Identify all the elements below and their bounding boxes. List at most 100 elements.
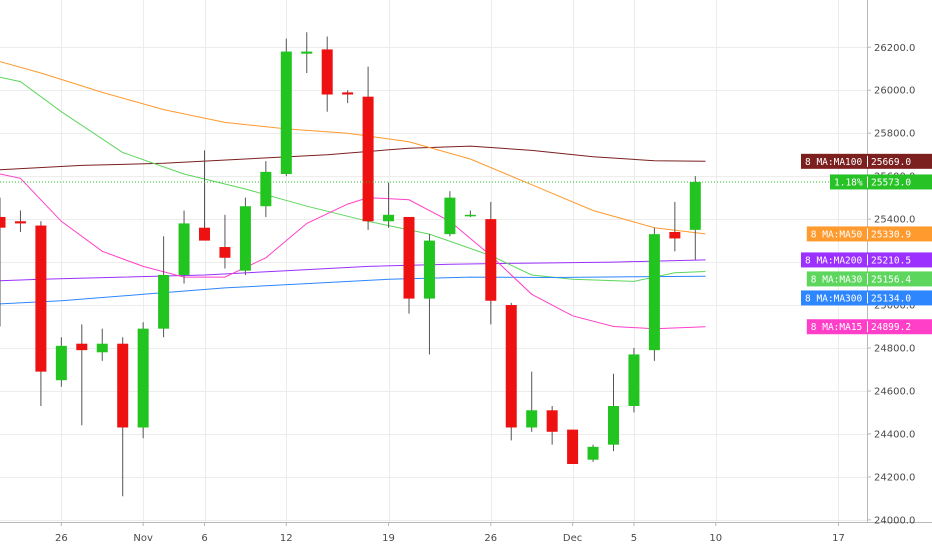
x-tick-label: 19 [382, 533, 395, 544]
candle [362, 66, 374, 230]
candle [505, 302, 517, 441]
tag-value-text: 25210.5 [871, 255, 911, 266]
candle [301, 32, 313, 74]
candle-body [301, 51, 313, 54]
candle [199, 150, 210, 241]
x-tick-label: 6 [201, 533, 207, 544]
y-tick-label: 24000.0 [874, 515, 915, 526]
tag-value-box [867, 319, 932, 335]
ma-value-tag: 8 MA:MA200 25210.5 [801, 252, 932, 268]
x-tick-label: Dec [563, 533, 582, 544]
candle-body [423, 240, 435, 299]
y-tick-label: 24800.0 [874, 344, 915, 355]
y-tick-label: 25400.0 [874, 215, 915, 226]
candle [14, 210, 26, 232]
candle [178, 210, 190, 284]
candle-body [35, 225, 47, 372]
candle [628, 348, 640, 413]
candle [546, 406, 558, 445]
candle [158, 236, 170, 338]
ma-line [0, 173, 706, 330]
candle-body [485, 219, 497, 301]
x-tick-label: 12 [280, 533, 293, 544]
ma-value-tag: 8 MA:MA100 25669.0 [801, 153, 932, 169]
ma-value-tag: 8 MA:MA30 25156.4 [806, 271, 932, 287]
ma-value-tag: 8 MA:MA300 25134.0 [801, 290, 932, 306]
candle [280, 38, 292, 177]
candle-body [567, 429, 579, 464]
candle-body [648, 234, 660, 351]
candle [423, 234, 435, 355]
x-tick-label: Nov [133, 533, 153, 544]
candle-body [219, 247, 231, 258]
tag-label-box [806, 226, 867, 242]
moving-average-lines [0, 61, 706, 330]
candle-body [403, 216, 415, 299]
candle-body [117, 343, 129, 428]
last-price-tag: 1.18% 25573.0 [830, 174, 932, 190]
y-tick-label: 24600.0 [874, 386, 915, 397]
indicator-value-tags: 1.18% 25573.0 8 MA:MA100 25669.0 8 MA:MA50 25… [801, 153, 932, 335]
candle [260, 161, 272, 217]
tag-value-text: 25669.0 [871, 157, 911, 168]
tag-value-box [867, 174, 932, 190]
x-tick-label: 26 [484, 533, 497, 544]
candle [485, 201, 497, 325]
tag-label-box [801, 252, 867, 268]
tag-value-box [867, 252, 932, 268]
tag-label-text: 8 MA:MA100 [805, 157, 862, 168]
y-tick-label: 26000.0 [874, 86, 915, 97]
x-tick-label: 17 [832, 533, 845, 544]
tag-label-text: 8 MA:MA300 [805, 293, 862, 304]
candle [239, 197, 251, 275]
candle-body [55, 345, 67, 381]
candle [587, 444, 599, 462]
candle [526, 371, 538, 432]
candle [0, 197, 6, 327]
time-axis[interactable]: 26 Nov 6 12 19 26 Dec 5 10 17 [55, 522, 845, 544]
candle-body [628, 354, 640, 406]
candle-body [321, 49, 333, 95]
candle [669, 201, 681, 252]
candle [35, 221, 47, 406]
candle-body [526, 410, 538, 428]
candle-body [158, 274, 170, 329]
candle-body [505, 305, 517, 428]
candle-body [689, 181, 701, 230]
candle-body [280, 51, 292, 174]
candle [689, 176, 701, 260]
candlestick-series [0, 32, 701, 497]
ma-line [0, 145, 706, 171]
tag-value-text: 25156.4 [871, 274, 911, 285]
candle [444, 191, 456, 237]
tag-value-box [867, 153, 932, 169]
tag-label-text: 8 MA:MA200 [805, 255, 862, 266]
candle-body [76, 343, 88, 351]
tag-label-text: 8 MA:MA30 [811, 274, 863, 285]
candle-body [444, 197, 456, 235]
candle-body [199, 227, 210, 241]
tag-label-box [806, 271, 867, 287]
x-tick-label: 5 [631, 533, 637, 544]
candle-body [669, 232, 681, 239]
tag-value-box [867, 290, 932, 306]
tag-label-text: 8 MA:MA50 [811, 229, 863, 240]
candle-body [0, 216, 6, 228]
candle [464, 210, 476, 217]
candle-body [464, 214, 476, 217]
candle-body [137, 328, 149, 428]
tag-value-text: 24899.2 [871, 322, 911, 333]
x-tick-label: 10 [709, 533, 722, 544]
candle [403, 216, 415, 314]
candle-body [239, 206, 251, 271]
ma-line [0, 275, 706, 305]
x-tick-label: 26 [55, 533, 68, 544]
tag-value-box [867, 271, 932, 287]
candle [648, 227, 660, 361]
candle [76, 324, 88, 426]
ma-value-tag: 8 MA:MA15 24899.2 [806, 319, 932, 335]
tag-label-text: 8 MA:MA15 [811, 322, 862, 333]
tag-value-text: 25134.0 [871, 293, 911, 304]
y-tick-label: 26200.0 [874, 43, 915, 54]
